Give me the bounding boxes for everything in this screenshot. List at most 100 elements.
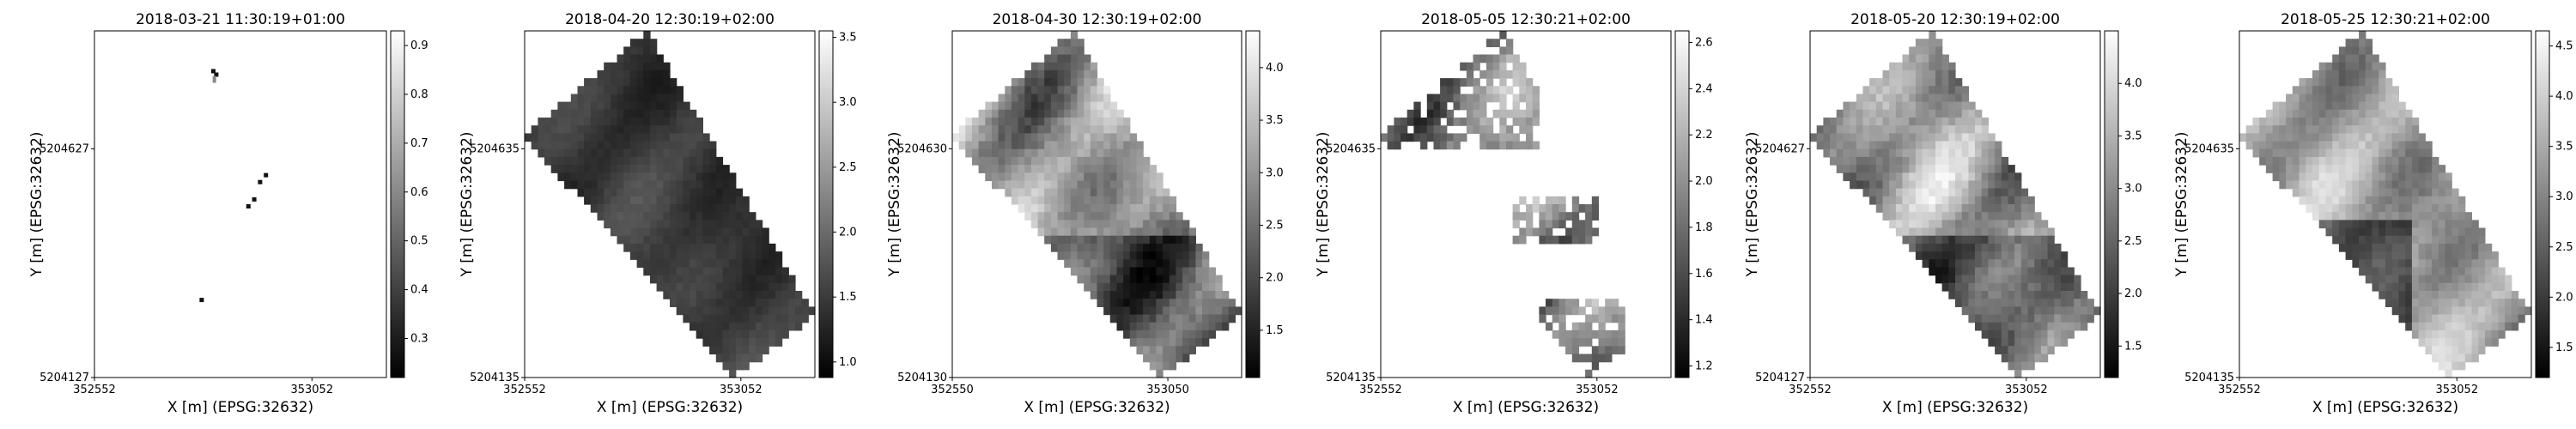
heatmap-cell	[769, 282, 776, 292]
heatmap-cell	[1473, 101, 1480, 111]
heatmap-cell	[1975, 314, 1983, 323]
heatmap-cell	[1116, 299, 1124, 307]
y-tick-label: 5204127	[1755, 372, 1805, 384]
heatmap-cell	[683, 220, 690, 229]
heatmap-cell	[617, 69, 624, 79]
heatmap-cell	[1070, 148, 1078, 158]
heatmap-cell	[1018, 180, 1025, 190]
heatmap-cell	[2372, 78, 2379, 87]
heatmap-cell	[1044, 204, 1052, 213]
heatmap-cell	[636, 259, 644, 269]
colorbar-tick-label: 0.6	[410, 186, 428, 199]
heatmap-cell	[1030, 101, 1039, 111]
heatmap-cell	[1499, 31, 1507, 39]
heatmap-cell	[1024, 196, 1032, 205]
heatmap-cell	[1915, 243, 1923, 252]
heatmap-cell	[670, 188, 677, 197]
heatmap-cell	[597, 69, 605, 79]
heatmap-cell	[617, 148, 624, 158]
heatmap-cell	[696, 172, 703, 182]
heatmap-cell	[2047, 282, 2055, 292]
heatmap-cell	[2318, 101, 2326, 111]
heatmap-cell	[1433, 141, 1441, 150]
heatmap-cell	[1109, 314, 1118, 323]
heatmap-cell	[1103, 259, 1111, 269]
heatmap-cell	[709, 314, 717, 323]
colorbar-tick-label: 2.5	[2124, 235, 2142, 248]
heatmap-cell	[2338, 148, 2347, 158]
heatmap-cell	[670, 220, 677, 229]
heatmap-cell	[1018, 165, 1025, 173]
heatmap-cell	[2385, 220, 2393, 229]
heatmap-cell	[544, 125, 552, 134]
colorbar-tick-label: 1.5	[2555, 341, 2573, 354]
heatmap-cell	[2359, 46, 2366, 56]
heatmap-cell	[1222, 299, 1230, 307]
heatmap-cell	[1856, 133, 1864, 142]
heatmap-cell	[1163, 235, 1170, 245]
heatmap-cell	[1044, 172, 1052, 182]
heatmap-cell	[1565, 346, 1573, 355]
heatmap-cell	[2365, 267, 2373, 276]
heatmap-cell	[992, 165, 999, 173]
heatmap-cell	[623, 180, 631, 190]
heatmap-cell	[696, 329, 703, 339]
heatmap-cell	[1565, 227, 1573, 237]
heatmap-cell	[676, 291, 683, 299]
heatmap-cell	[2054, 282, 2062, 292]
heatmap-cell	[1037, 172, 1045, 182]
heatmap-cell	[2484, 251, 2493, 260]
heatmap-cell	[1050, 69, 1059, 79]
heatmap-cell	[1129, 243, 1138, 252]
heatmap-cell	[2027, 243, 2035, 252]
heatmap-cell	[643, 46, 651, 56]
heatmap-cell	[1895, 172, 1904, 182]
heatmap-cell	[1215, 322, 1223, 331]
heatmap-cell	[1869, 101, 1877, 111]
heatmap-cell	[998, 118, 1005, 126]
heatmap-cell	[1440, 141, 1448, 150]
heatmap-cell	[1915, 39, 1923, 47]
heatmap-cell	[1057, 220, 1065, 229]
x-tick-label: 353052	[720, 384, 762, 396]
heatmap-cell	[670, 282, 677, 292]
heatmap-cell	[1968, 133, 1976, 142]
heatmap-cell	[617, 165, 624, 173]
heatmap-cell	[550, 148, 558, 158]
heatmap-cell	[1591, 329, 1600, 339]
heatmap-cell	[1030, 172, 1039, 182]
heatmap-cell	[1044, 180, 1052, 190]
heatmap-cell	[2279, 148, 2287, 158]
heatmap-cell	[1084, 156, 1091, 166]
heatmap-cell	[2318, 188, 2326, 197]
heatmap-cell	[2074, 275, 2081, 284]
heatmap-cell	[1995, 322, 2002, 331]
heatmap-cell	[1208, 275, 1216, 284]
heatmap-cell	[1163, 361, 1170, 371]
heatmap-cell	[597, 133, 605, 142]
heatmap-cell	[1446, 86, 1455, 95]
heatmap-cell	[676, 259, 683, 269]
heatmap-cell	[2318, 196, 2326, 205]
heatmap-cell	[1466, 78, 1474, 87]
heatmap-cell	[1090, 172, 1098, 182]
heatmap-cell	[2299, 109, 2306, 118]
heatmap-cell	[2445, 306, 2452, 316]
heatmap-cell	[2338, 78, 2347, 87]
heatmap-cell	[749, 291, 756, 299]
heatmap-cell	[2020, 188, 2029, 197]
heatmap-cell	[729, 291, 737, 299]
heatmap-cell	[978, 165, 986, 173]
heatmap-cell	[1532, 204, 1540, 213]
heatmap-cell	[2385, 109, 2393, 118]
heatmap-cell	[1929, 267, 1936, 276]
heatmap-cell	[2391, 101, 2399, 111]
heatmap-cell	[1618, 314, 1625, 323]
heatmap-cell	[2411, 306, 2420, 316]
heatmap-cell	[2432, 346, 2439, 355]
heatmap-cell	[1895, 204, 1904, 213]
heatmap-cell	[690, 306, 697, 316]
heatmap-cell	[2286, 109, 2293, 118]
heatmap-cell	[1440, 94, 1448, 103]
heatmap-cell	[2425, 291, 2433, 299]
